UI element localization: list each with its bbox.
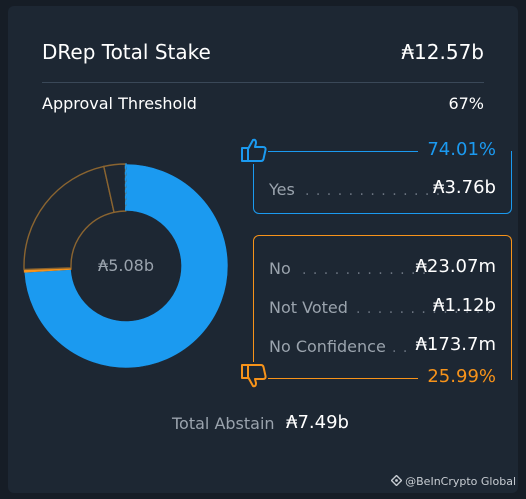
divider bbox=[42, 82, 484, 83]
no-percent: 25.99% bbox=[421, 366, 496, 387]
yes-value: ₳3.76b bbox=[433, 177, 496, 198]
no-confidence-row-dots: . . bbox=[392, 340, 409, 356]
drep-stake-card bbox=[8, 6, 518, 493]
total-stake-label: DRep Total Stake bbox=[42, 40, 211, 64]
thumbs-down-icon bbox=[240, 362, 268, 390]
no-box-bottom-line bbox=[268, 378, 418, 379]
donut-segment-yes bbox=[23, 163, 229, 369]
no-confidence-row-label: No Confidence bbox=[269, 337, 386, 356]
watermark-text: @BeInCrypto Global bbox=[405, 475, 516, 488]
yes-box-top-line bbox=[268, 151, 418, 152]
donut-center-label: ₳5.08b bbox=[98, 256, 154, 275]
donut-segment-not-voted bbox=[23, 165, 115, 271]
yes-label: Yes bbox=[269, 180, 295, 199]
no-row-value: ₳23.07m bbox=[415, 256, 496, 277]
approval-threshold-value: 67% bbox=[448, 94, 484, 113]
not-voted-row-label: Not Voted bbox=[269, 298, 348, 317]
no-row-dots: . . . . . . . . . . . . bbox=[302, 262, 428, 278]
total-abstain-value: ₳7.49b bbox=[286, 412, 349, 433]
thumbs-up-icon bbox=[240, 136, 268, 164]
yes-votes-box bbox=[253, 151, 512, 214]
watermark: @BeInCrypto Global bbox=[390, 474, 516, 488]
not-voted-row-dots: . . . . . . . . . . . . . bbox=[356, 301, 493, 317]
total-abstain-label: Total Abstain bbox=[172, 414, 275, 433]
not-voted-row-value: ₳1.12b bbox=[433, 295, 496, 316]
yes-leader-dots: . . . . . . . . . . . . . bbox=[305, 183, 442, 199]
donut-segment-abstain bbox=[124, 163, 127, 212]
donut-segment-no-confidence bbox=[102, 163, 127, 214]
no-row-label: No bbox=[269, 259, 291, 278]
approval-threshold-label: Approval Threshold bbox=[42, 94, 197, 113]
no-votes-box bbox=[253, 235, 512, 380]
vote-donut-chart: ₳5.08b bbox=[23, 163, 229, 369]
no-confidence-row-value: ₳173.7m bbox=[415, 334, 496, 355]
total-stake-value: ₳12.57b bbox=[401, 40, 484, 64]
beincrypto-logo-icon bbox=[390, 474, 403, 487]
yes-percent: 74.01% bbox=[421, 139, 496, 160]
